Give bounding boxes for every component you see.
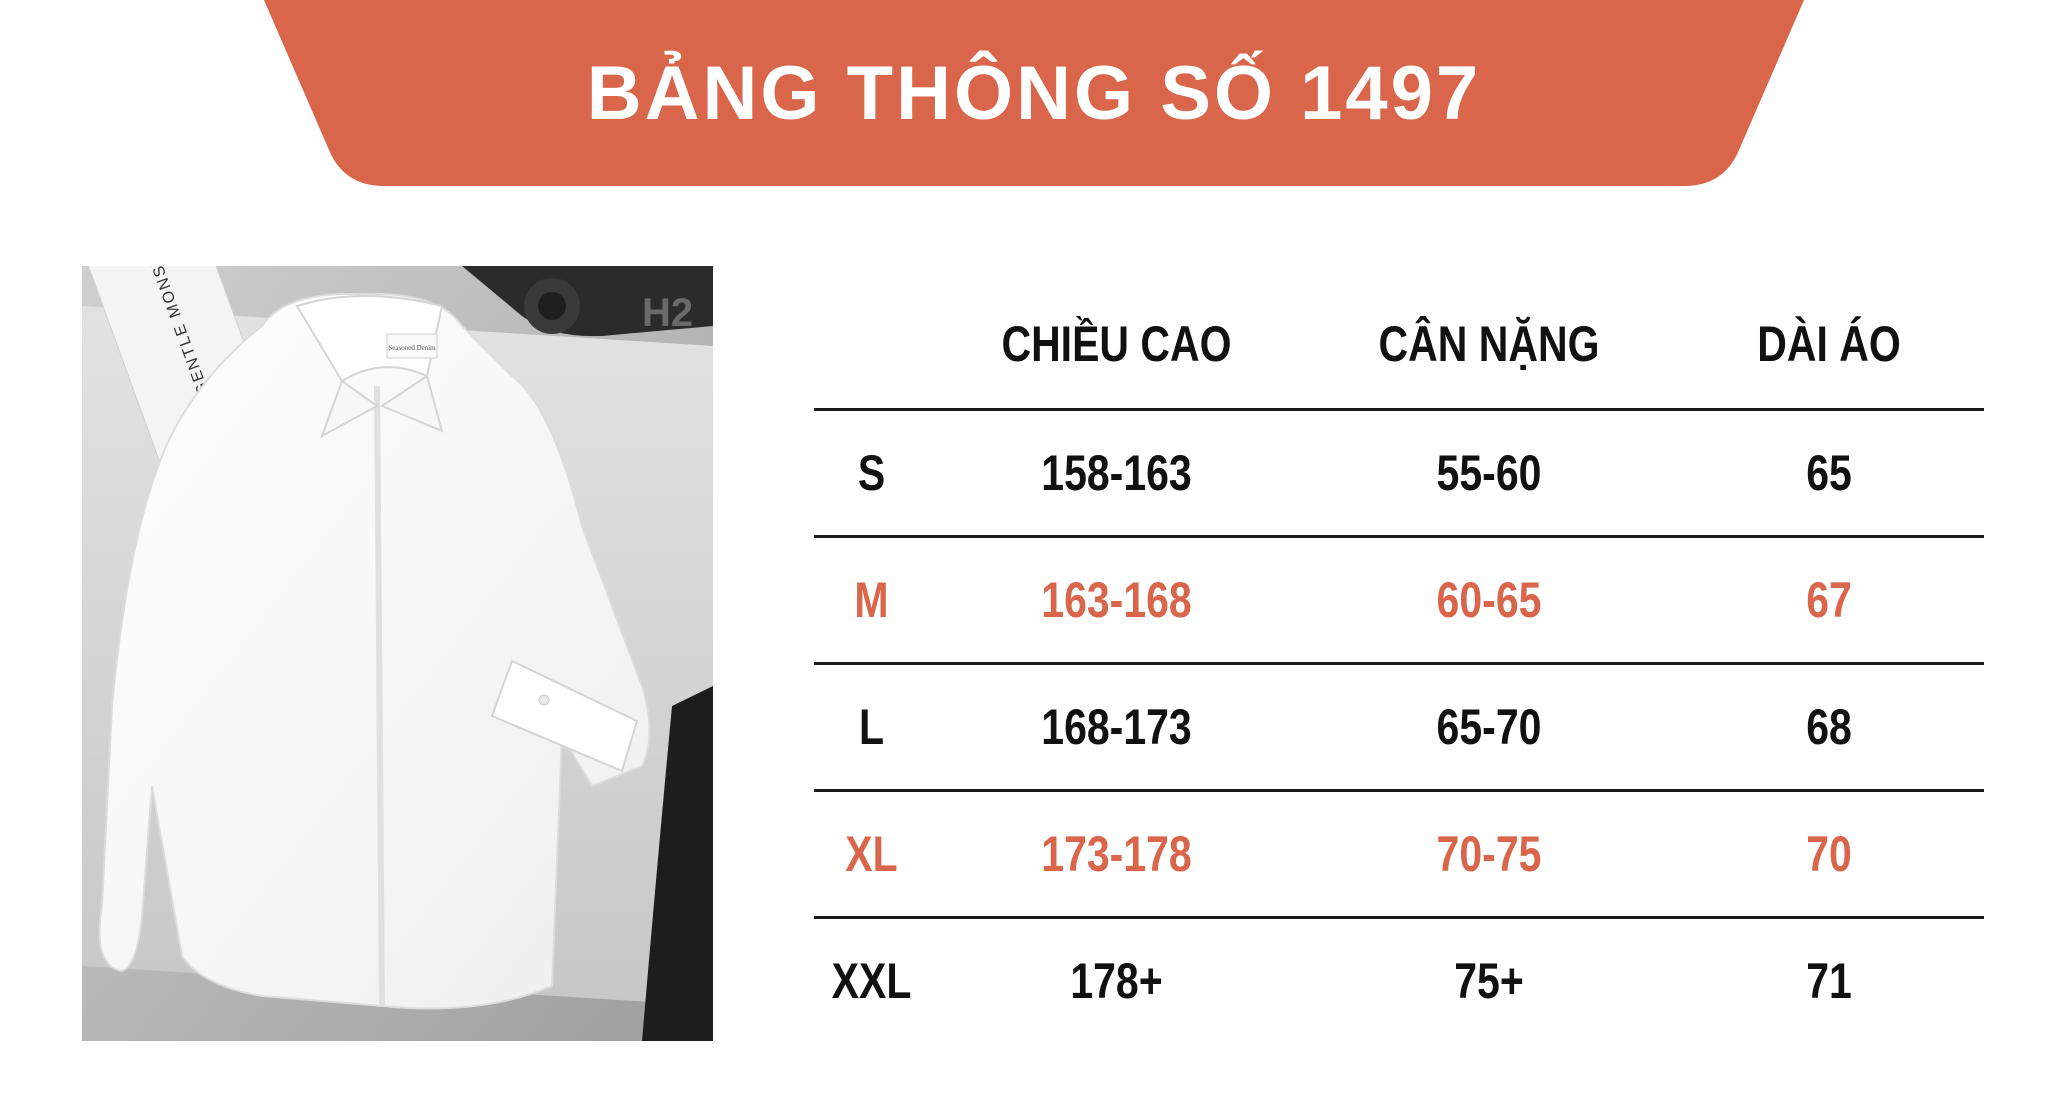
product-photo: GENTLE MONSTE H2 Seasoned Denim bbox=[82, 266, 713, 1041]
length-cell: 67 bbox=[1806, 572, 1852, 628]
banner-shape bbox=[264, 0, 1804, 186]
size-chart-table: CHIỀU CAO CÂN NẶNG DÀI ÁO S 158-163 55-6… bbox=[814, 280, 1984, 1043]
size-cell: S bbox=[857, 445, 886, 501]
background-text: H2 bbox=[642, 291, 693, 335]
length-cell: 71 bbox=[1806, 953, 1852, 1009]
table-header-row: CHIỀU CAO CÂN NẶNG DÀI ÁO bbox=[814, 280, 1984, 408]
table-row: L 168-173 65-70 68 bbox=[814, 662, 1984, 789]
table-row: M 163-168 60-65 67 bbox=[814, 535, 1984, 662]
length-cell: 65 bbox=[1806, 445, 1852, 501]
height-cell: 163-168 bbox=[1041, 572, 1192, 628]
header-weight: CÂN NẶNG bbox=[1378, 316, 1600, 372]
header-height: CHIỀU CAO bbox=[1001, 316, 1232, 372]
title-banner: BẢNG THÔNG SỐ 1497 bbox=[264, 0, 1804, 186]
height-cell: 158-163 bbox=[1041, 445, 1192, 501]
weight-cell: 75+ bbox=[1454, 953, 1524, 1009]
header-length: DÀI ÁO bbox=[1757, 316, 1901, 372]
height-cell: 178+ bbox=[1070, 953, 1163, 1009]
table-row: XL 173-178 70-75 70 bbox=[814, 789, 1984, 916]
table-row: XXL 178+ 75+ 71 bbox=[814, 916, 1984, 1043]
height-cell: 168-173 bbox=[1041, 699, 1192, 755]
length-cell: 70 bbox=[1806, 826, 1852, 882]
size-cell: XL bbox=[845, 826, 898, 882]
size-cell: XXL bbox=[831, 953, 912, 1009]
height-cell: 173-178 bbox=[1041, 826, 1192, 882]
table-row: S 158-163 55-60 65 bbox=[814, 408, 1984, 535]
weight-cell: 55-60 bbox=[1436, 445, 1542, 501]
size-cell: L bbox=[858, 699, 885, 755]
weight-cell: 65-70 bbox=[1436, 699, 1542, 755]
length-cell: 68 bbox=[1806, 699, 1852, 755]
size-cell: M bbox=[854, 572, 889, 628]
weight-cell: 60-65 bbox=[1436, 572, 1542, 628]
page-title: BẢNG THÔNG SỐ 1497 bbox=[586, 50, 1482, 136]
shirt-label: Seasoned Denim bbox=[388, 344, 436, 352]
weight-cell: 70-75 bbox=[1436, 826, 1542, 882]
